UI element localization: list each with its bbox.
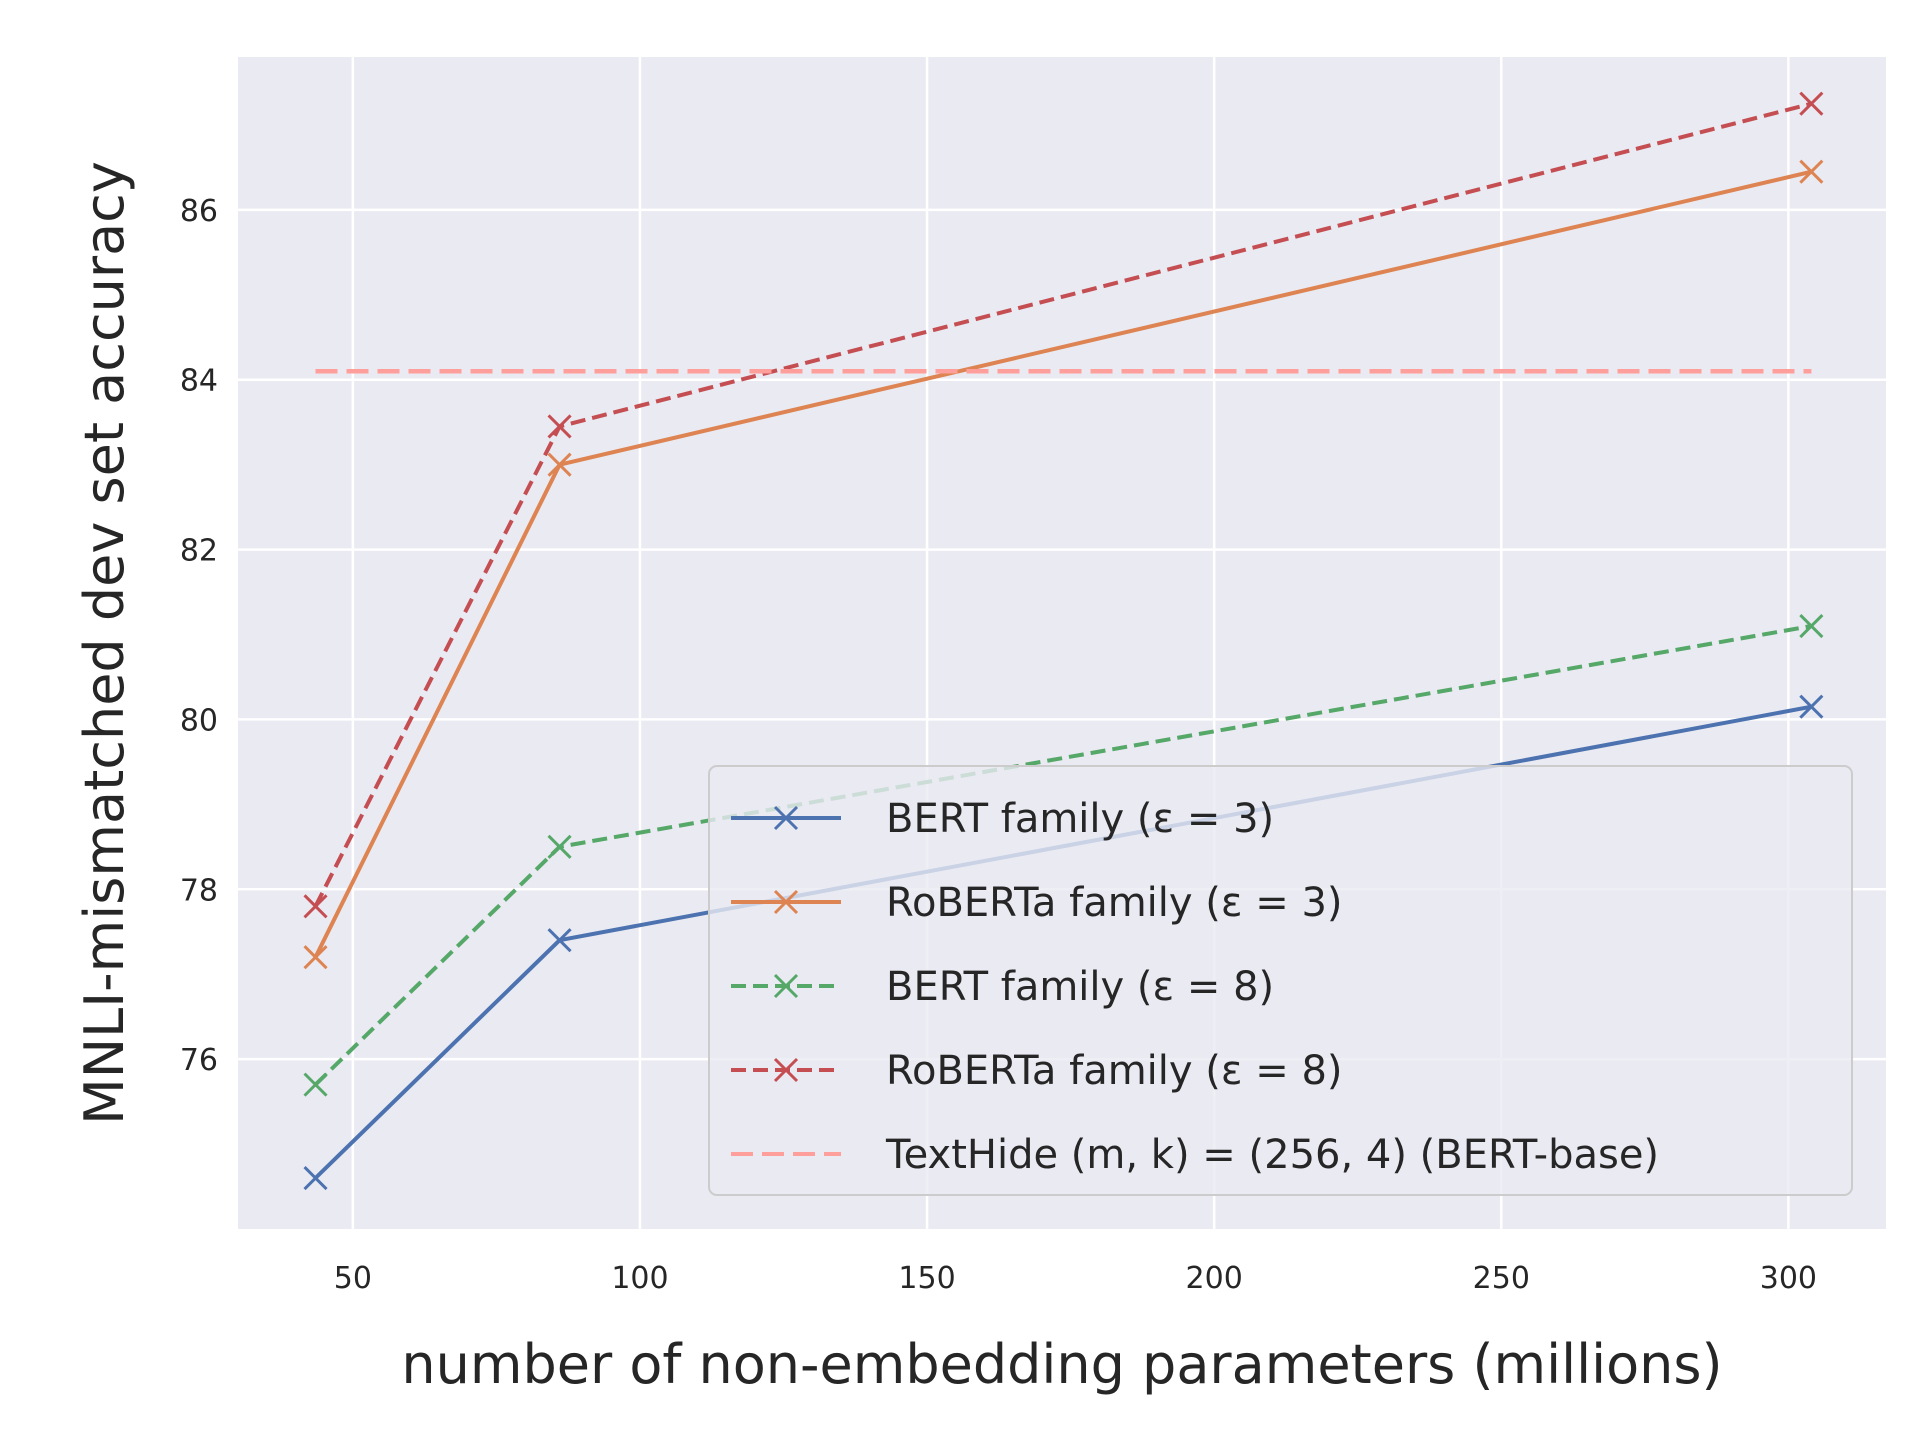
y-tick-label: 82 <box>180 534 218 569</box>
legend-marker <box>773 1057 799 1083</box>
y-tick-label: 84 <box>180 364 218 399</box>
x-tick-label: 250 <box>1473 1261 1530 1296</box>
data-point-marker <box>1799 694 1824 719</box>
y-tick-label: 86 <box>180 194 218 229</box>
series-group <box>303 91 1824 1191</box>
x-axis-label: number of non-embedding parameters (mill… <box>401 1333 1722 1396</box>
data-point-marker <box>303 1165 328 1191</box>
legend-marker <box>773 973 799 999</box>
legend-label: RoBERTa family (ε = 3) <box>886 880 1343 926</box>
x-tick-label: 200 <box>1186 1261 1243 1296</box>
x-tick-label: 50 <box>334 1261 372 1296</box>
legend-label: BERT family (ε = 3) <box>886 796 1274 842</box>
legend: BERT family (ε = 3) RoBERTa family (ε = 3… <box>708 765 1853 1196</box>
y-tick-label: 80 <box>180 703 218 738</box>
legend-label: BERT family (ε = 8) <box>886 964 1274 1010</box>
legend-marker <box>773 889 799 915</box>
y-axis-label: MNLI-mismatched dev set accuracy <box>73 161 136 1125</box>
x-tick-label: 100 <box>611 1261 668 1296</box>
data-point-marker <box>303 945 328 970</box>
data-point-marker <box>303 1072 328 1097</box>
x-tick-label: 150 <box>898 1261 955 1296</box>
legend-box <box>708 765 1853 1196</box>
data-point-marker <box>547 452 572 477</box>
data-point-marker <box>547 414 572 439</box>
tick-labels: 50 100 150 200 250 300 76 78 80 82 84 86 <box>180 194 1817 1296</box>
x-tick-label: 300 <box>1760 1261 1817 1296</box>
data-point-marker <box>1799 91 1824 116</box>
data-point-marker <box>1799 159 1824 184</box>
legend-label: RoBERTa family (ε = 8) <box>886 1048 1343 1094</box>
data-point-marker <box>547 834 572 859</box>
y-tick-label: 78 <box>180 873 218 908</box>
data-point-marker <box>1799 613 1824 639</box>
legend-marker <box>773 805 799 831</box>
y-tick-label: 76 <box>180 1043 218 1078</box>
legend-label: TextHide (m, k) = (256, 4) (BERT-base) <box>885 1132 1659 1178</box>
data-point-marker <box>303 894 328 919</box>
data-point-marker <box>547 928 572 953</box>
grid-lines <box>238 57 1886 1229</box>
